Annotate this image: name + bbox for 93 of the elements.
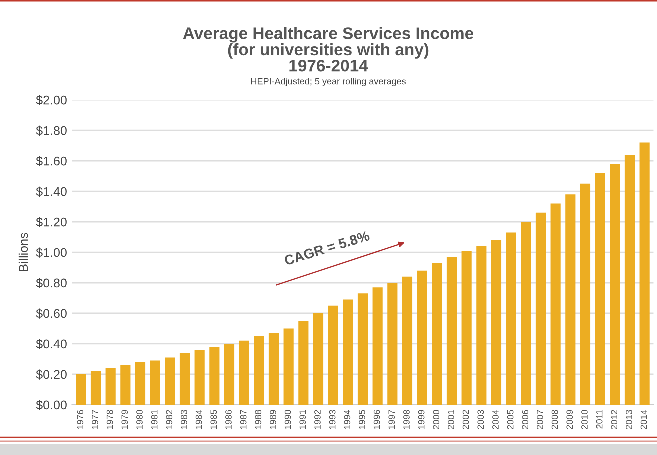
x-tick-label: 1998 <box>404 410 410 430</box>
x-tick-label: 2003 <box>478 410 484 430</box>
x-tick-label: 1979 <box>122 410 128 430</box>
y-tick-label: $0.00 <box>36 400 67 410</box>
bar <box>284 328 294 405</box>
x-tick-label: 2008 <box>552 410 558 430</box>
x-tick-label: 2005 <box>507 410 514 430</box>
bar <box>491 240 502 405</box>
y-tick-label: $1.00 <box>36 248 67 258</box>
x-tick-label: 2001 <box>448 410 454 430</box>
bar <box>313 313 324 405</box>
bar <box>343 300 354 405</box>
x-tick-label: 1995 <box>359 410 366 430</box>
x-tick-label: 1980 <box>136 410 143 430</box>
bar <box>150 360 160 405</box>
x-tick-label: 1992 <box>314 410 321 430</box>
bar <box>580 184 591 405</box>
bar <box>417 270 428 405</box>
bar <box>476 246 487 405</box>
bar <box>76 374 86 405</box>
bar <box>506 232 516 405</box>
y-tick-label: $1.40 <box>36 186 67 197</box>
bar <box>432 263 442 405</box>
x-tick-label: 2014 <box>640 410 648 430</box>
x-tick-label: 1983 <box>181 410 188 430</box>
x-tick-label: 1984 <box>196 410 202 430</box>
bar <box>165 358 176 405</box>
x-tick-label: 2007 <box>537 410 544 430</box>
bar <box>239 340 250 405</box>
x-tick-label: 1986 <box>226 410 232 430</box>
bar <box>90 371 102 405</box>
x-tick-label: 1999 <box>418 410 425 430</box>
chart-title: Average Healthcare Services Income (for universities with any) 1976-2014 <box>183 27 474 72</box>
bar <box>224 344 235 405</box>
x-tick-label: 2006 <box>522 410 529 430</box>
y-tick-label: $0.60 <box>36 308 67 319</box>
x-tick-label: 2010 <box>582 410 588 430</box>
y-tick-label: $0.20 <box>36 370 67 380</box>
bar <box>194 350 205 405</box>
x-tick-label: 1991 <box>300 410 306 430</box>
bar <box>358 294 368 405</box>
x-tick-label: 1977 <box>92 410 98 430</box>
x-tick-label: 2000 <box>433 410 440 430</box>
y-tick-label: $1.60 <box>36 156 67 166</box>
bar <box>595 173 606 405</box>
y-axis-title: Billions <box>18 233 28 272</box>
chart-subtitle: HEPI-Adjusted; 5 year rolling averages <box>251 78 406 86</box>
bar <box>388 283 398 405</box>
x-tick-label: 2002 <box>462 410 470 430</box>
bar <box>120 365 131 405</box>
bar <box>550 204 561 405</box>
x-tick-label: 1989 <box>270 410 276 430</box>
y-tick-label: $1.80 <box>36 126 67 136</box>
x-tick-label: 1982 <box>166 410 173 430</box>
x-tick-label: 1996 <box>374 410 380 430</box>
x-tick-label: 2012 <box>611 410 618 430</box>
bar <box>640 142 650 405</box>
bar <box>106 368 116 405</box>
bar <box>372 288 383 405</box>
bar <box>610 164 620 405</box>
bar <box>180 353 190 405</box>
bar <box>268 333 280 405</box>
x-tick-label: 2011 <box>596 410 603 429</box>
bar <box>566 194 576 405</box>
bar <box>521 222 532 405</box>
x-tick-label: 1987 <box>240 410 247 430</box>
x-tick-label: 1985 <box>210 410 218 430</box>
bar <box>624 154 636 405</box>
x-tick-label: 2009 <box>566 410 574 430</box>
x-tick-label: 2004 <box>492 410 499 430</box>
x-tick-label: 1981 <box>151 410 158 430</box>
bar <box>254 336 264 405</box>
bar <box>536 212 546 405</box>
bar <box>135 362 146 405</box>
x-tick-label: 1976 <box>77 410 84 430</box>
bar <box>298 321 309 405</box>
x-tick-label: 1997 <box>388 410 396 430</box>
bar <box>210 347 220 405</box>
y-tick-label: $0.80 <box>36 278 67 288</box>
x-tick-label: 1988 <box>255 410 262 430</box>
y-tick-label: $2.00 <box>36 95 67 106</box>
y-tick-label: $1.20 <box>36 217 67 228</box>
y-tick-label: $0.40 <box>36 339 67 350</box>
annotation: CAGR = 5.8% <box>284 230 370 266</box>
bar <box>462 251 472 405</box>
bar <box>446 257 458 405</box>
x-tick-label: 1993 <box>329 410 336 430</box>
x-tick-label: 1990 <box>284 410 292 430</box>
x-tick-label: 1994 <box>344 410 351 430</box>
x-tick-label: 1978 <box>106 410 114 430</box>
bar <box>402 276 413 405</box>
x-tick-label: 2013 <box>626 410 632 430</box>
bar <box>328 306 338 405</box>
